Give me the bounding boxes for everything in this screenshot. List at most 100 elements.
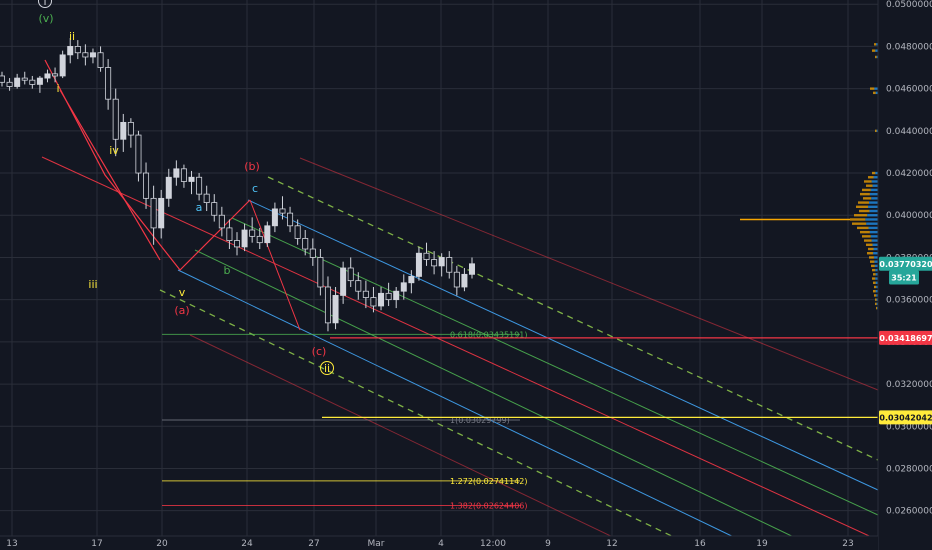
fibonacci-levels: 0.618(0.03435191) 1(0.03029799) 1.272(0.02… xyxy=(162,330,528,511)
profile-bar-orange xyxy=(868,247,874,251)
candle-body xyxy=(165,176,172,199)
profile-bar-blue xyxy=(869,192,878,196)
candle-body xyxy=(67,46,74,56)
profile-bar-blue xyxy=(870,235,878,238)
volume-profile xyxy=(740,43,878,310)
candle-body xyxy=(203,193,210,203)
candle-body xyxy=(89,52,96,58)
profile-bar-orange xyxy=(875,298,877,301)
profile-bar-blue xyxy=(869,230,878,234)
profile-bar-blue xyxy=(873,176,878,179)
profile-bar-orange xyxy=(870,87,875,90)
time-tick-label: 19 xyxy=(756,539,768,549)
time-tick-label: 13 xyxy=(6,539,17,549)
price-badge-label: 0.03042042 xyxy=(879,413,932,422)
profile-bar-blue xyxy=(873,247,878,251)
profile-bar-orange xyxy=(870,260,875,263)
profile-bar-blue xyxy=(865,218,878,221)
candle-body xyxy=(385,292,392,301)
profile-bar-orange xyxy=(874,294,877,297)
candle-body xyxy=(173,168,180,178)
profile-bar-blue xyxy=(875,273,878,276)
wave-label-circle xyxy=(38,0,52,8)
candle-body xyxy=(120,121,127,140)
candle-body xyxy=(211,202,218,216)
candle-body xyxy=(74,46,81,54)
profile-bar-orange xyxy=(869,256,874,259)
profile-bar-blue xyxy=(875,171,878,175)
wave-label: (b) xyxy=(244,160,260,173)
profile-bar-orange xyxy=(874,43,877,46)
profile-bar-orange xyxy=(858,201,869,204)
time-tick-label: 12 xyxy=(606,539,617,549)
price-badge xyxy=(879,410,932,425)
candle-body xyxy=(150,197,157,229)
candle-body xyxy=(196,176,203,195)
profile-bar-orange xyxy=(860,192,870,196)
profile-bar-orange xyxy=(872,268,876,272)
candle-body xyxy=(438,257,445,267)
wave-label: (c) xyxy=(312,345,327,358)
candle-body xyxy=(21,77,28,81)
candle-body xyxy=(29,79,36,85)
candle-body xyxy=(347,267,354,282)
candle-body xyxy=(59,54,66,77)
profile-bar-blue xyxy=(874,264,878,268)
profile-bar-orange xyxy=(866,184,873,187)
wave-label: v xyxy=(179,286,186,299)
candle-body xyxy=(446,257,453,273)
pitchfork-line-lower-dashed xyxy=(159,289,681,541)
candle-body xyxy=(52,73,59,77)
profile-bar-orange xyxy=(862,188,871,192)
profile-bar-blue xyxy=(868,226,878,230)
price-badge xyxy=(879,256,932,271)
candle-body xyxy=(309,248,316,258)
profile-bar-blue xyxy=(876,55,878,59)
candle-body xyxy=(400,282,407,292)
profile-bar-blue xyxy=(876,129,878,133)
wave-lines xyxy=(44,59,301,331)
candle-body xyxy=(271,208,278,227)
time-tick-label: 9 xyxy=(545,539,551,549)
wave-label: (a) xyxy=(174,304,189,317)
time-tick-label: 27 xyxy=(308,539,319,549)
horizontal-lines xyxy=(322,337,878,419)
time-axis[interactable]: 13 17 20 24 27 Mar 4 12:00 9 12 16 19 23 xyxy=(0,535,878,550)
price-badge-label: 35:21 xyxy=(891,273,917,282)
candle-body xyxy=(218,214,225,229)
profile-bar-orange xyxy=(867,252,874,255)
wave-label: b xyxy=(224,264,231,277)
candle-body xyxy=(158,197,165,229)
profile-bar-orange xyxy=(874,285,877,289)
candle-body xyxy=(127,121,134,136)
candle-body xyxy=(461,273,468,288)
grid xyxy=(0,0,878,536)
profile-bar-orange xyxy=(872,277,876,280)
candle-body xyxy=(135,134,142,174)
profile-bar-blue xyxy=(871,180,878,183)
profile-bar-blue xyxy=(876,294,878,297)
profile-bar-blue xyxy=(875,91,878,95)
wave-line-abc xyxy=(44,59,251,271)
profile-bar-blue xyxy=(874,260,878,263)
profile-bar-blue xyxy=(874,87,878,90)
pitchfork xyxy=(41,156,879,550)
profile-bar-orange xyxy=(868,176,874,179)
candle-body xyxy=(14,77,21,87)
profile-bar-blue xyxy=(868,205,878,209)
profile-bar-blue xyxy=(866,222,878,225)
candle-body xyxy=(256,235,263,244)
wave-line-impulse xyxy=(59,89,161,261)
profile-bar-blue xyxy=(876,285,878,289)
profile-bar-blue xyxy=(871,197,878,200)
candle-body xyxy=(332,295,339,324)
price-badge xyxy=(879,330,932,345)
